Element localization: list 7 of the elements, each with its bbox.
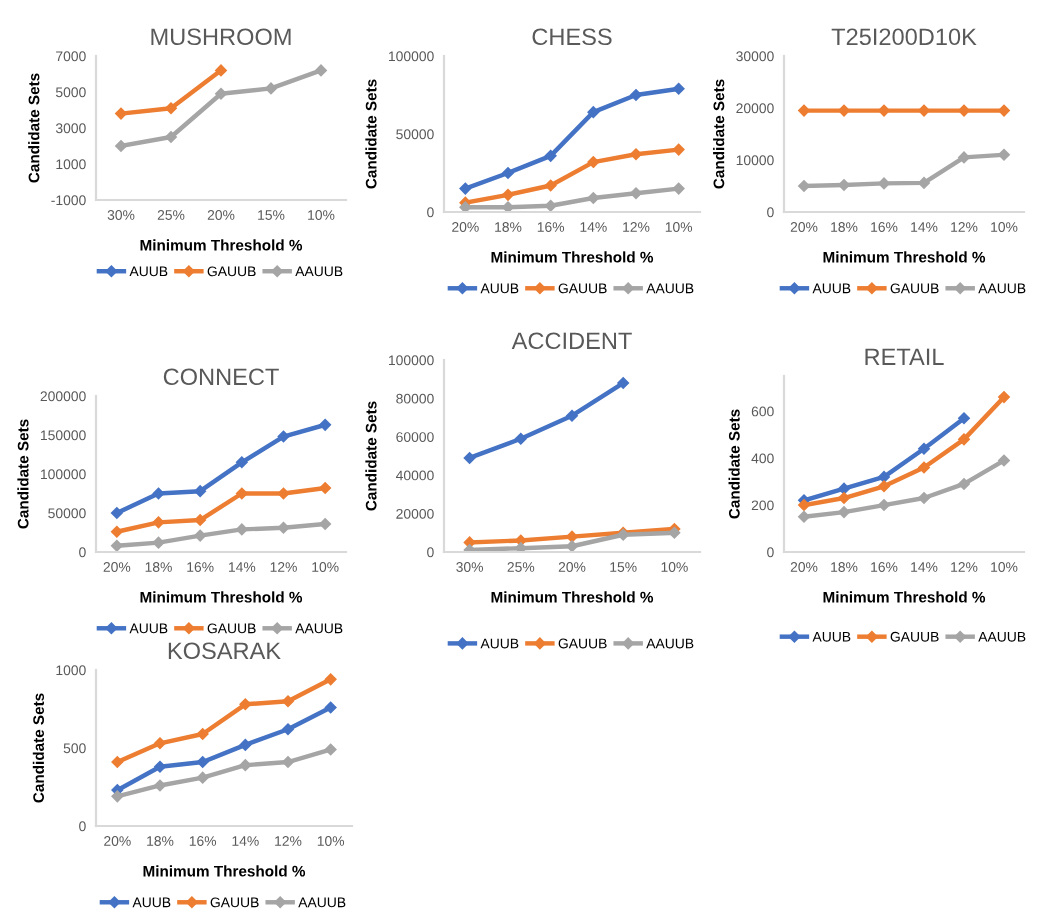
chart-title: ACCIDENT [511,332,632,350]
chart-title: KOSARAK [168,642,281,660]
chart-title: CONNECT [163,368,279,386]
chart-title: T25I200D10K [831,28,977,46]
chart-title: MUSHROOM [151,28,291,46]
chart-title: RETAIL [865,348,944,365]
chart-title: CHESS [532,28,612,46]
